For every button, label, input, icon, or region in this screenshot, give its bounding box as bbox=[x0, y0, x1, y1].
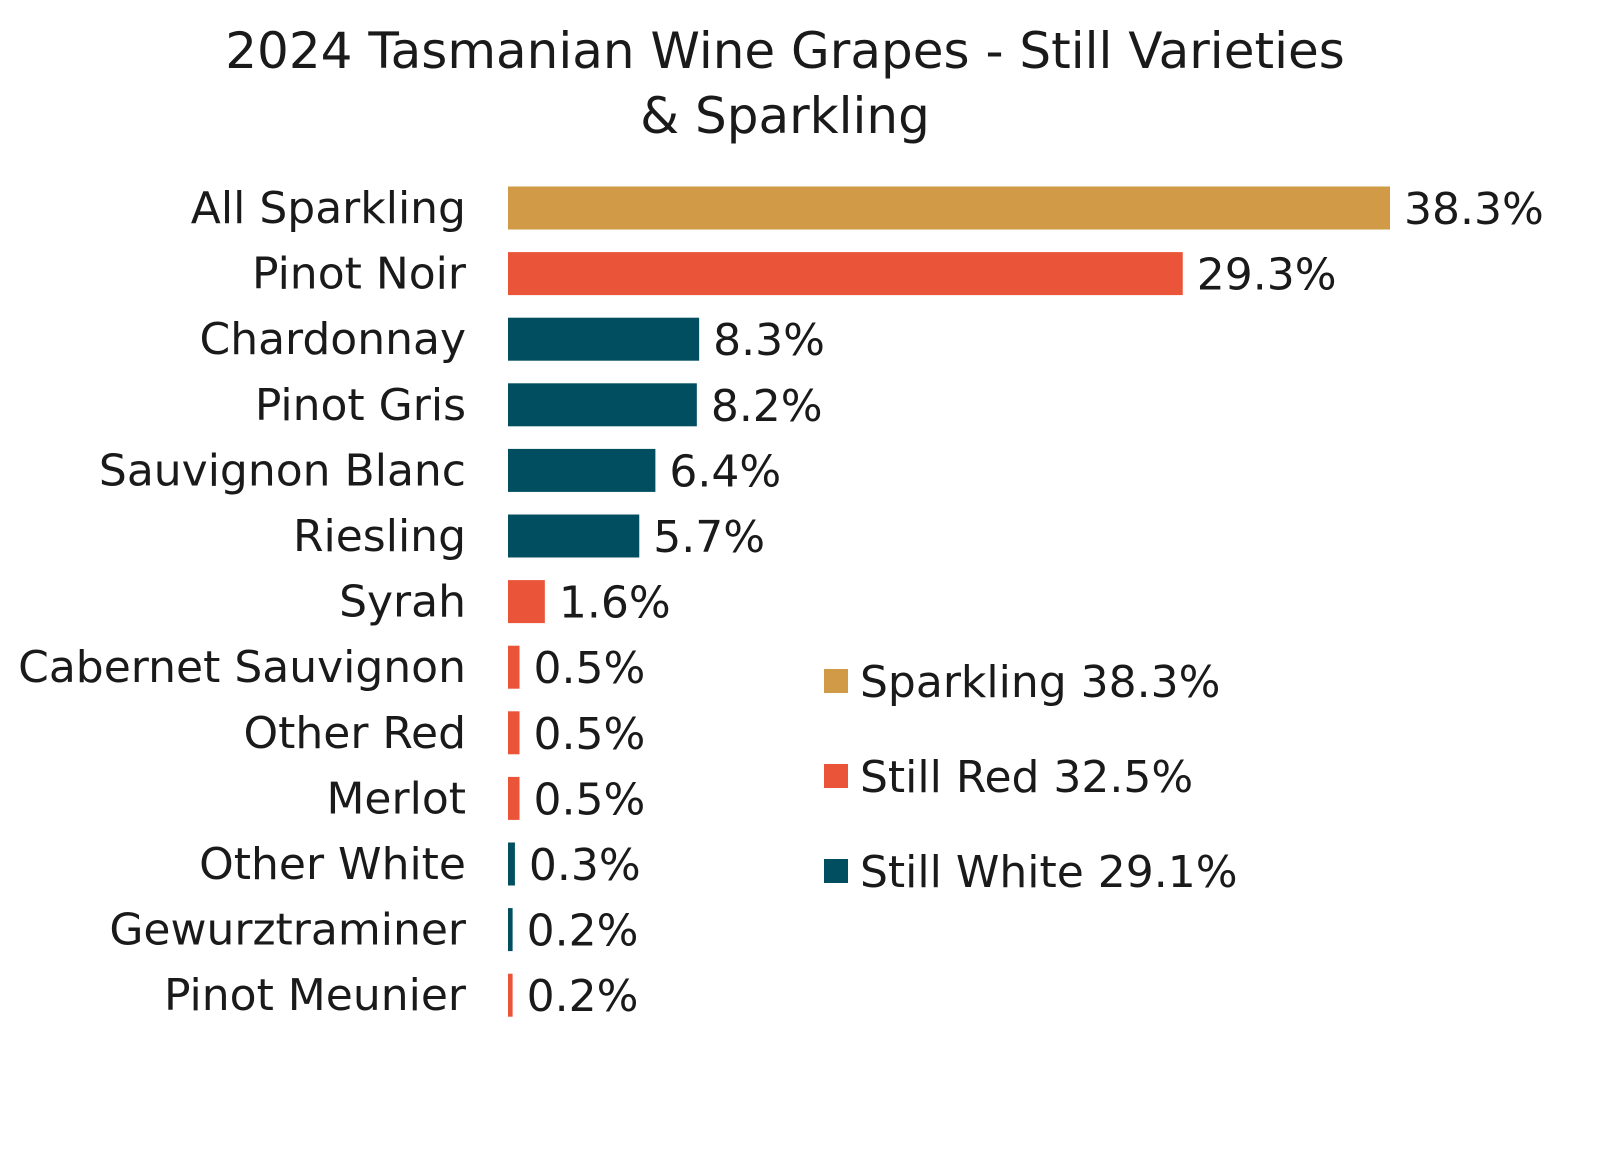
bar bbox=[508, 317, 700, 361]
legend-swatch bbox=[824, 764, 848, 788]
category-label: Pinot Gris bbox=[255, 380, 466, 431]
legend-label: Still White 29.1% bbox=[860, 847, 1238, 898]
chart-title-line-2: & Sparkling bbox=[640, 87, 930, 145]
category-label: Pinot Meunier bbox=[164, 970, 467, 1021]
category-labels: All Sparkling Pinot Noir Chardonnay Pinot G… bbox=[18, 183, 467, 1021]
value-label: 0.5% bbox=[534, 643, 646, 694]
chart-title: 2024 Tasmanian Wine Grapes - Still Varie… bbox=[225, 22, 1345, 145]
value-label: 0.5% bbox=[534, 774, 646, 825]
category-label: Syrah bbox=[339, 577, 466, 628]
bar bbox=[508, 908, 513, 952]
value-label: 0.3% bbox=[529, 840, 641, 891]
value-label: 8.2% bbox=[711, 381, 823, 432]
category-label: Other Red bbox=[243, 708, 466, 759]
value-labels: 38.3% 29.3% 8.3% 8.2% 6.4% 5.7% 1.6% 0.5% 0.5% 0.… bbox=[527, 184, 1544, 1022]
value-label: 0.2% bbox=[527, 971, 639, 1022]
value-label: 1.6% bbox=[559, 578, 671, 629]
category-label: Riesling bbox=[293, 511, 466, 562]
category-label: Chardonnay bbox=[199, 314, 466, 365]
bar bbox=[508, 383, 697, 427]
bar bbox=[508, 580, 545, 624]
category-label: Gewurztraminer bbox=[109, 905, 467, 956]
bar bbox=[508, 776, 520, 820]
bar bbox=[508, 514, 640, 558]
value-label: 0.2% bbox=[527, 906, 639, 957]
value-label: 38.3% bbox=[1404, 184, 1544, 235]
value-label: 8.3% bbox=[713, 315, 825, 366]
value-label: 29.3% bbox=[1197, 250, 1337, 301]
legend-label: Sparkling 38.3% bbox=[860, 657, 1220, 708]
category-label: Pinot Noir bbox=[252, 249, 467, 300]
legend-swatch bbox=[824, 669, 848, 693]
value-label: 0.5% bbox=[534, 709, 646, 760]
bar bbox=[508, 842, 515, 886]
bar bbox=[508, 711, 520, 755]
bar bbox=[508, 186, 1390, 230]
bar bbox=[508, 252, 1183, 296]
bar bbox=[508, 448, 656, 492]
legend-label: Still Red 32.5% bbox=[860, 752, 1193, 803]
bars bbox=[508, 186, 1390, 1017]
category-label: Other White bbox=[199, 839, 466, 890]
legend-swatch bbox=[824, 859, 848, 883]
bar bbox=[508, 973, 513, 1017]
legend: Sparkling 38.3% Still Red 32.5% Still Whit… bbox=[824, 657, 1238, 898]
chart-title-line-1: 2024 Tasmanian Wine Grapes - Still Varie… bbox=[225, 22, 1345, 80]
category-label: Cabernet Sauvignon bbox=[18, 642, 466, 693]
category-label: Merlot bbox=[326, 773, 466, 824]
bar bbox=[508, 645, 520, 689]
value-label: 6.4% bbox=[669, 446, 781, 497]
category-label: All Sparkling bbox=[191, 183, 466, 234]
value-label: 5.7% bbox=[653, 512, 765, 563]
category-label: Sauvignon Blanc bbox=[99, 445, 466, 496]
